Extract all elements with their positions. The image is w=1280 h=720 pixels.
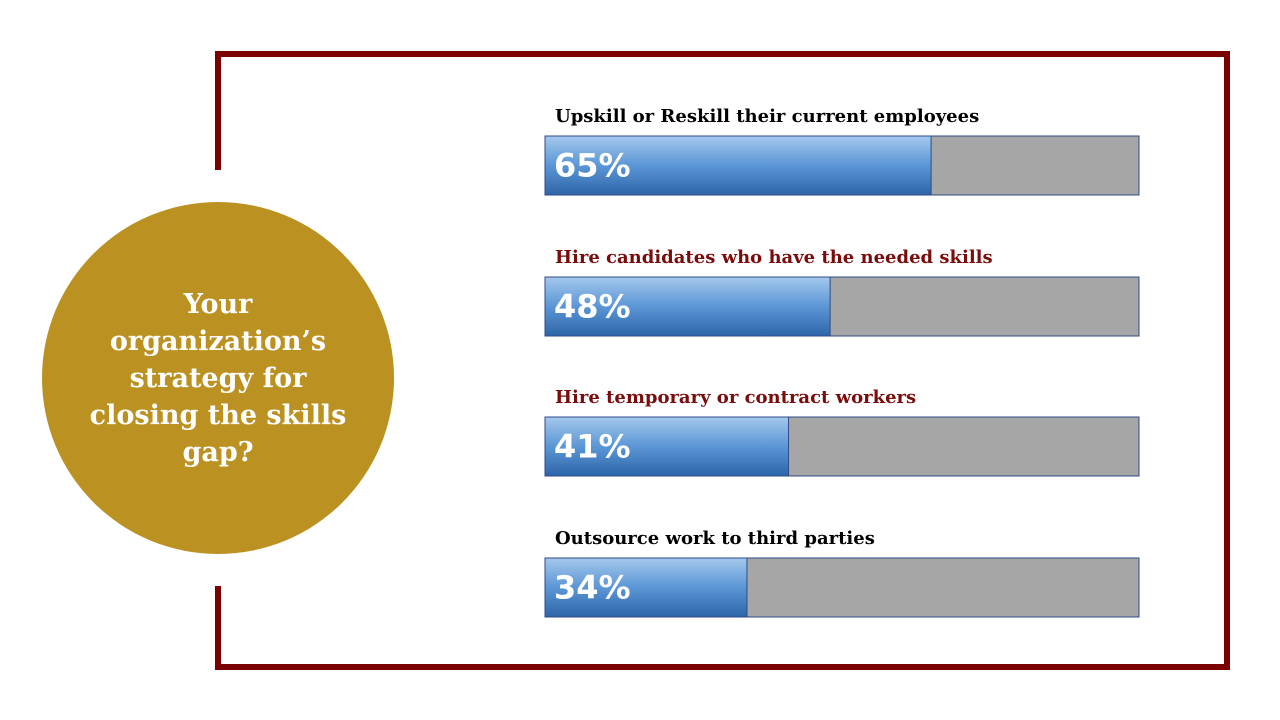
- bar: [544, 135, 932, 196]
- value-label: 65%: [554, 147, 631, 185]
- category-label: Hire candidates who have the needed skil…: [555, 247, 993, 268]
- value-label: 41%: [554, 428, 631, 466]
- value-label: 48%: [554, 288, 631, 326]
- category-label: Outsource work to third parties: [555, 528, 875, 549]
- category-label: Upskill or Reskill their current employe…: [555, 106, 979, 127]
- chart-title: Your organization’s strategy for closing…: [89, 288, 347, 468]
- bar: [544, 276, 831, 337]
- bar: [544, 416, 790, 477]
- category-label: Hire temporary or contract workers: [555, 387, 916, 408]
- title-circle: [42, 202, 394, 554]
- value-label: 34%: [554, 569, 631, 607]
- bar: [544, 557, 748, 618]
- frame: [215, 51, 1230, 670]
